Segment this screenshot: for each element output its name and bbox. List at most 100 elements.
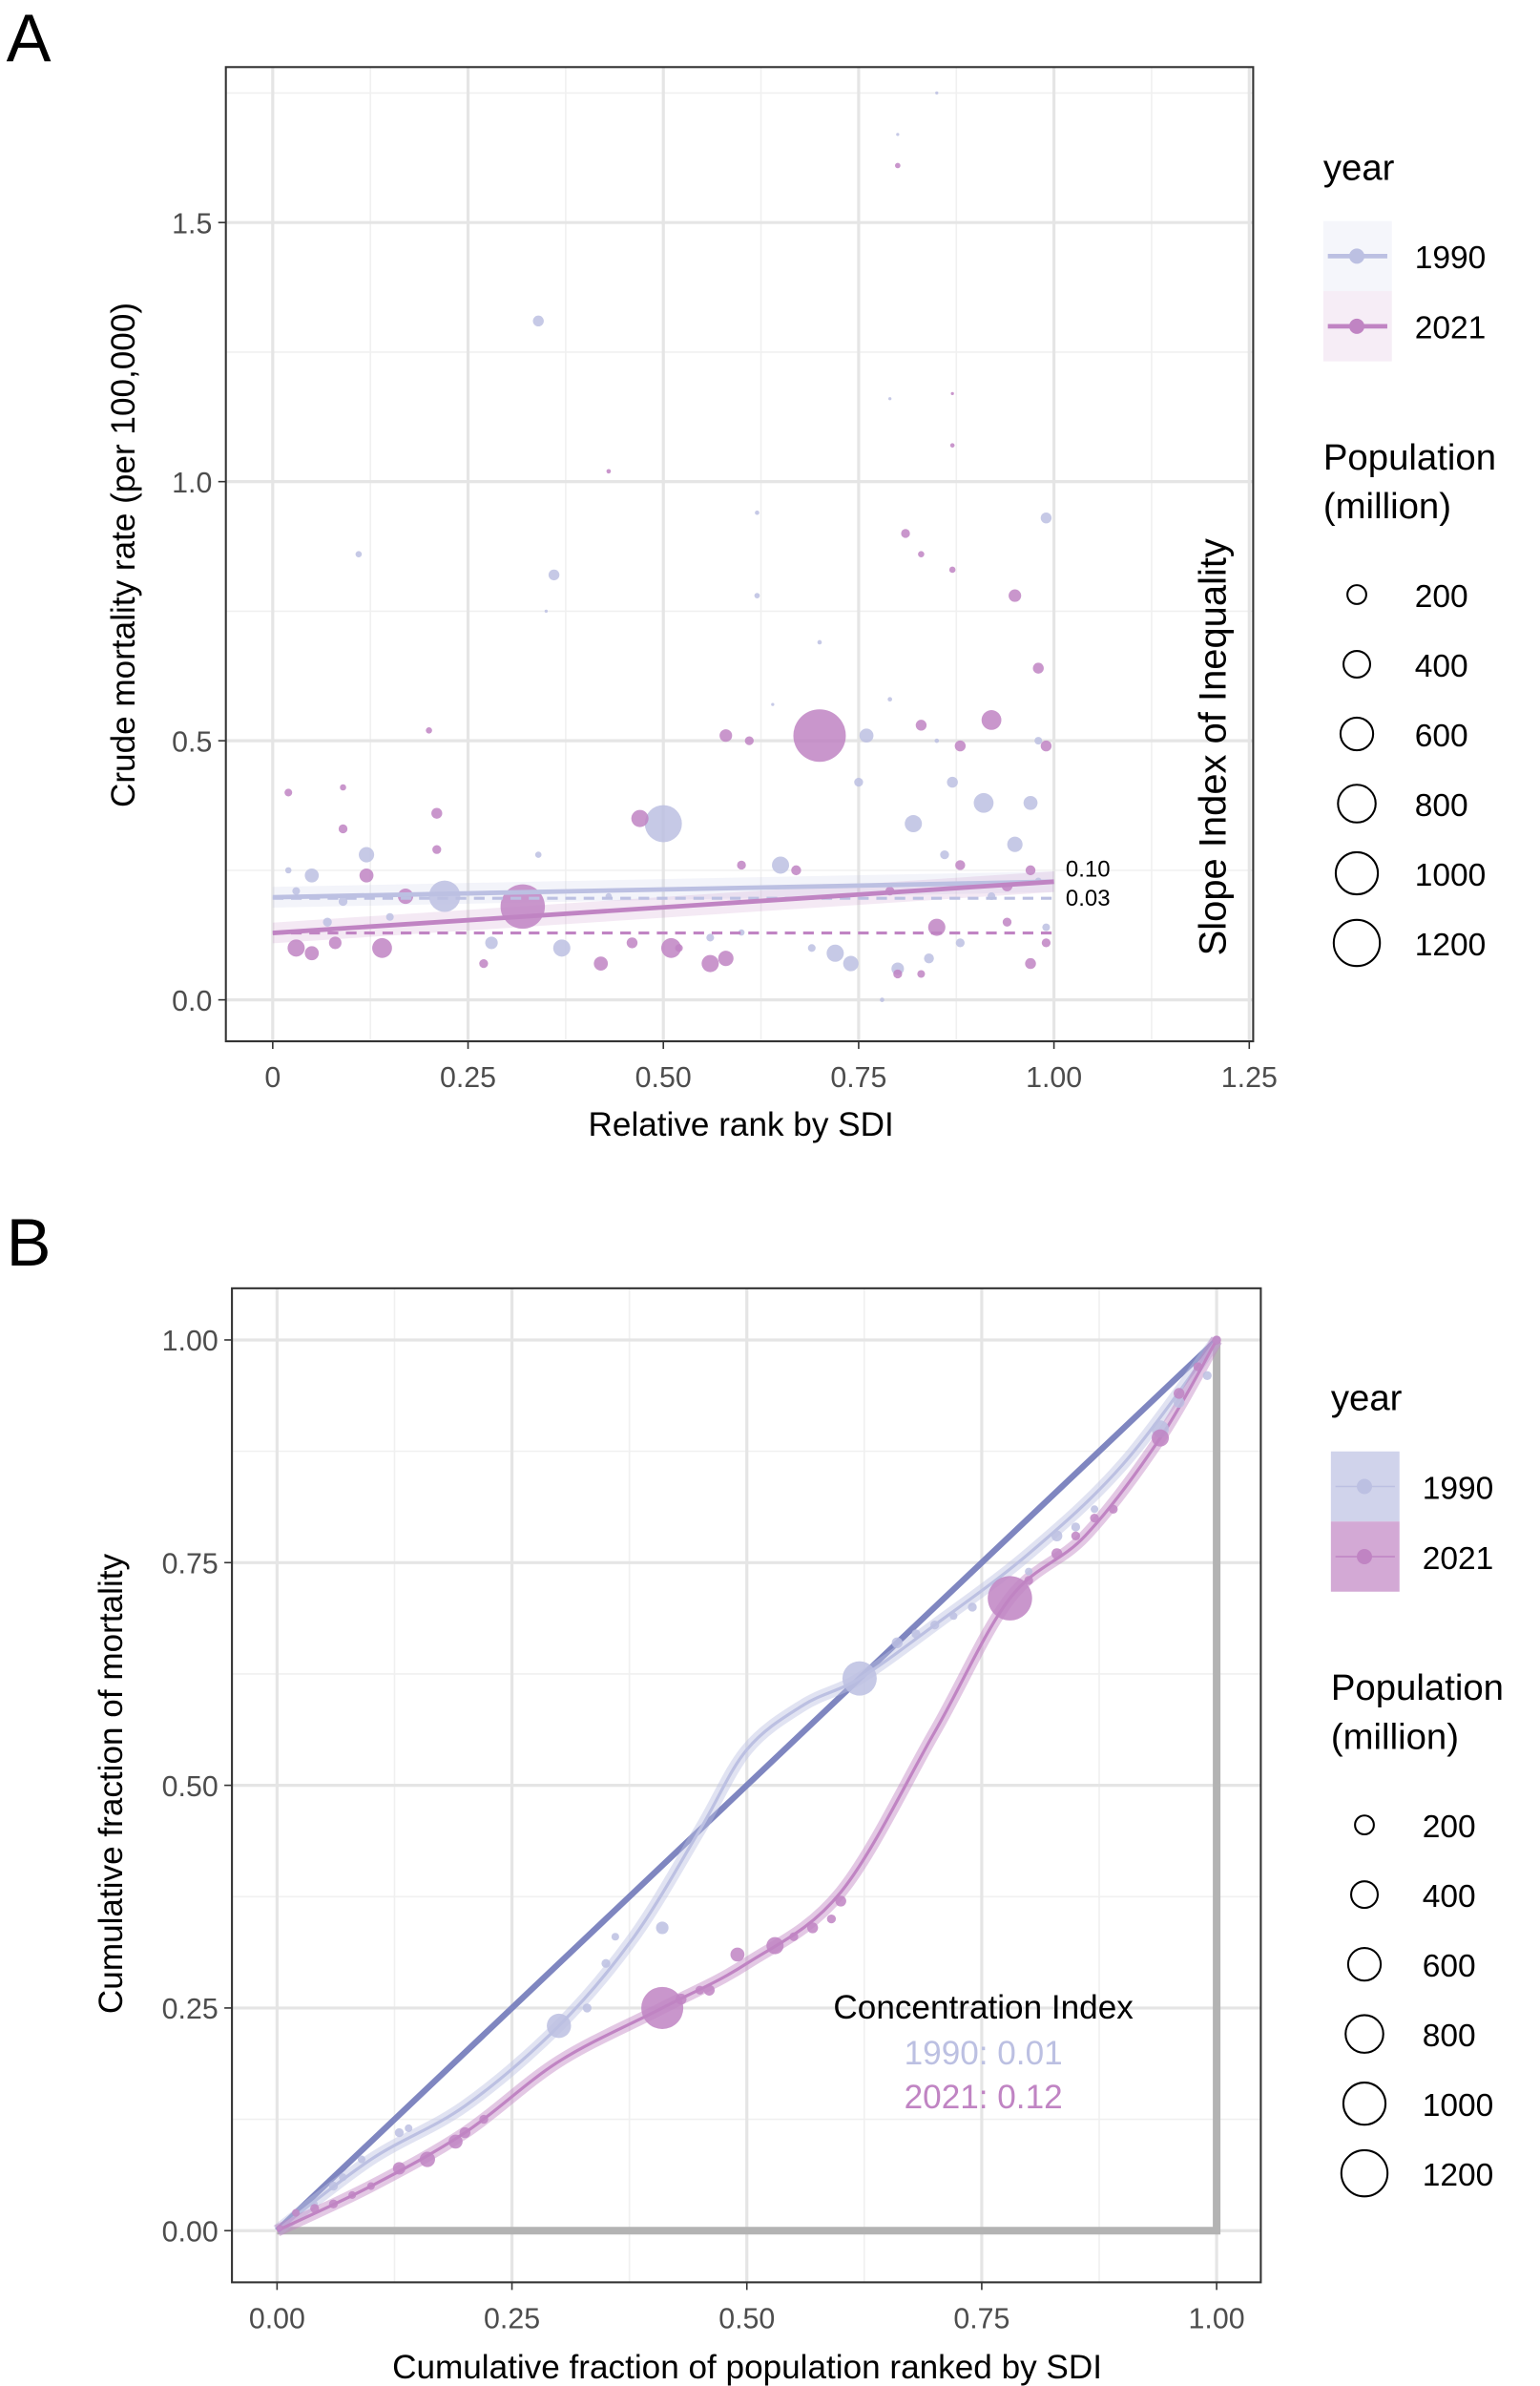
plot-border bbox=[224, 66, 1255, 1043]
point-1990 bbox=[611, 1933, 619, 1941]
point-2021 bbox=[835, 1895, 846, 1907]
point-2021 bbox=[955, 860, 966, 870]
point-2021 bbox=[766, 1936, 784, 1955]
point-2021 bbox=[1040, 740, 1052, 752]
regression-line-1990 bbox=[272, 879, 1054, 900]
point-2021 bbox=[1041, 938, 1051, 948]
point-2021 bbox=[981, 710, 1002, 730]
point-1990 bbox=[930, 1620, 940, 1630]
legend-key-point-2021 bbox=[1349, 318, 1365, 334]
point-2021 bbox=[479, 2114, 489, 2124]
legend-size-label: 1200 bbox=[1415, 928, 1487, 963]
point-1990 bbox=[854, 777, 864, 787]
point-1990 bbox=[552, 939, 571, 957]
panel-b-y-axis-title: Cumulative fraction of mortality bbox=[93, 1553, 130, 2014]
point-2021 bbox=[448, 2134, 463, 2149]
point-2021 bbox=[1174, 1388, 1185, 1399]
point-2021 bbox=[277, 2225, 283, 2231]
y-tick-label: 1.00 bbox=[162, 1326, 219, 1357]
legend-size-circle bbox=[1332, 918, 1382, 968]
y-tick-label: 0.75 bbox=[162, 1548, 219, 1580]
panel-a-plot: 0 0.25 0.50 0.75 1.00 1.25 0.0 0.5 1.0 1.5 bbox=[172, 66, 1278, 1094]
legend-size-label: 200 bbox=[1423, 1810, 1476, 1845]
legend-size-circle bbox=[1350, 1880, 1380, 1910]
point-2021 bbox=[631, 809, 649, 827]
point-1990 bbox=[940, 849, 949, 860]
point-1990 bbox=[405, 2124, 413, 2132]
point-1990 bbox=[924, 952, 934, 964]
legend-size-label: 600 bbox=[1423, 1949, 1476, 1984]
point-1990 bbox=[304, 868, 320, 883]
x-tick-label: 0.00 bbox=[249, 2303, 305, 2334]
legend-key-point-1990 bbox=[1349, 248, 1365, 264]
regression-line-2021 bbox=[272, 879, 1054, 935]
x-tick-label: 0.25 bbox=[440, 1062, 496, 1094]
point-1990 bbox=[1091, 1505, 1099, 1514]
point-2021 bbox=[366, 2182, 375, 2190]
point-2021 bbox=[479, 958, 489, 969]
x-tick-label: 0.75 bbox=[830, 1062, 886, 1094]
x-tick-label: 0.25 bbox=[484, 2303, 540, 2334]
point-2021 bbox=[1193, 1362, 1203, 1371]
legend-size-circle bbox=[1337, 784, 1377, 824]
y-tick-label: 0.25 bbox=[162, 1994, 219, 2025]
point-1990 bbox=[394, 2127, 405, 2138]
point-2021 bbox=[372, 937, 392, 958]
point-2021 bbox=[392, 2162, 406, 2175]
point-2021 bbox=[1002, 917, 1012, 927]
point-1990 bbox=[1025, 1567, 1033, 1576]
point-2021 bbox=[1024, 1576, 1033, 1585]
plot-border bbox=[231, 1287, 1262, 2284]
point-1990 bbox=[323, 917, 332, 927]
point-1990 bbox=[1023, 795, 1038, 810]
point-2021 bbox=[338, 824, 348, 834]
point-1990 bbox=[935, 91, 939, 95]
point-1990 bbox=[532, 315, 544, 327]
point-2021 bbox=[826, 1914, 837, 1924]
legend-size-label: 1200 bbox=[1423, 2158, 1494, 2193]
point-1990 bbox=[547, 2013, 572, 2039]
legend-label-1990: 1990 bbox=[1423, 1471, 1494, 1506]
point-2021 bbox=[918, 551, 925, 557]
point-2021 bbox=[432, 845, 442, 854]
point-2021 bbox=[1212, 1335, 1221, 1345]
point-1990 bbox=[859, 728, 874, 743]
point-2021 bbox=[917, 970, 926, 978]
y-tick-label: 0.0 bbox=[172, 986, 212, 1017]
legend-size-circle bbox=[1340, 2148, 1389, 2198]
point-2021 bbox=[284, 788, 293, 797]
point-1990 bbox=[706, 933, 715, 942]
legend-size-label: 400 bbox=[1423, 1879, 1476, 1915]
point-2021 bbox=[676, 1993, 687, 2005]
point-2021 bbox=[901, 529, 910, 538]
legend-label-1990: 1990 bbox=[1415, 241, 1487, 276]
point-1990 bbox=[359, 847, 375, 863]
point-1990 bbox=[544, 609, 549, 614]
perfect-inequality-line bbox=[277, 1339, 1221, 2235]
point-2021 bbox=[1032, 662, 1044, 674]
legend-size-label: 200 bbox=[1415, 579, 1468, 615]
point-2021 bbox=[1090, 1513, 1099, 1523]
point-1990 bbox=[656, 1921, 669, 1935]
point-2021 bbox=[419, 2151, 435, 2167]
point-1990 bbox=[771, 702, 775, 706]
legend-title-population: Population bbox=[1323, 437, 1496, 478]
point-2021 bbox=[895, 162, 901, 169]
point-2021 bbox=[641, 1986, 684, 2029]
point-2021 bbox=[1025, 865, 1036, 876]
concentration-index-title: Concentration Index bbox=[833, 1989, 1134, 2026]
point-1990 bbox=[1071, 1522, 1081, 1532]
x-tick-label: 1.00 bbox=[1189, 2303, 1245, 2334]
point-1990 bbox=[955, 938, 965, 948]
sii-value-2021: 0.03 bbox=[1066, 886, 1111, 911]
point-2021 bbox=[701, 954, 719, 973]
point-2021 bbox=[695, 1985, 705, 1995]
point-1990 bbox=[887, 697, 892, 702]
point-1990 bbox=[355, 551, 363, 557]
point-2021 bbox=[675, 944, 683, 952]
point-2021 bbox=[328, 2199, 339, 2208]
x-tick-label: 1.00 bbox=[1026, 1062, 1082, 1094]
point-2021 bbox=[950, 391, 954, 395]
point-2021 bbox=[893, 969, 903, 979]
